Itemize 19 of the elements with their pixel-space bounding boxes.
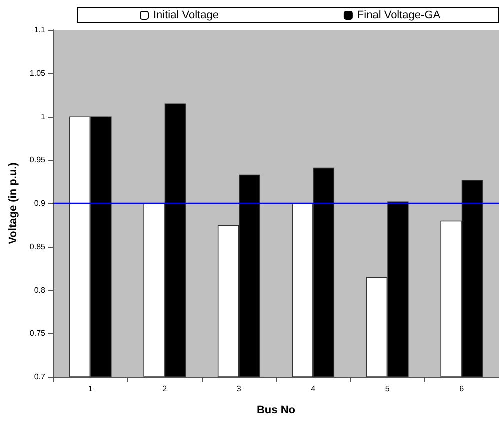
x-tick-label: 5	[385, 384, 390, 394]
x-tick-label: 2	[162, 384, 168, 394]
y-tick-label: 0.95	[30, 156, 46, 165]
x-tick-label: 6	[460, 384, 465, 394]
x-axis-title: Bus No	[256, 404, 296, 416]
y-tick-label: 0.75	[30, 329, 46, 338]
y-tick-label: 0.7	[34, 372, 46, 382]
y-tick-label: 1	[41, 112, 46, 122]
x-tick-label: 1	[88, 384, 94, 394]
y-tick-label: 0.85	[30, 242, 46, 252]
y-tick-label: 1.05	[30, 68, 46, 78]
y-tick-label: 1.1	[34, 26, 46, 34]
x-tick-label: 3	[236, 384, 242, 394]
x-tick-label: 4	[311, 384, 316, 394]
legend-label: Initial Voltage	[154, 10, 219, 22]
y-tick-label: 0.8	[34, 286, 46, 295]
legend-label: Final Voltage-GA	[357, 10, 442, 22]
y-tick-label: 0.9	[34, 199, 46, 208]
y-axis-title: Voltage (in p.u.)	[8, 162, 20, 244]
